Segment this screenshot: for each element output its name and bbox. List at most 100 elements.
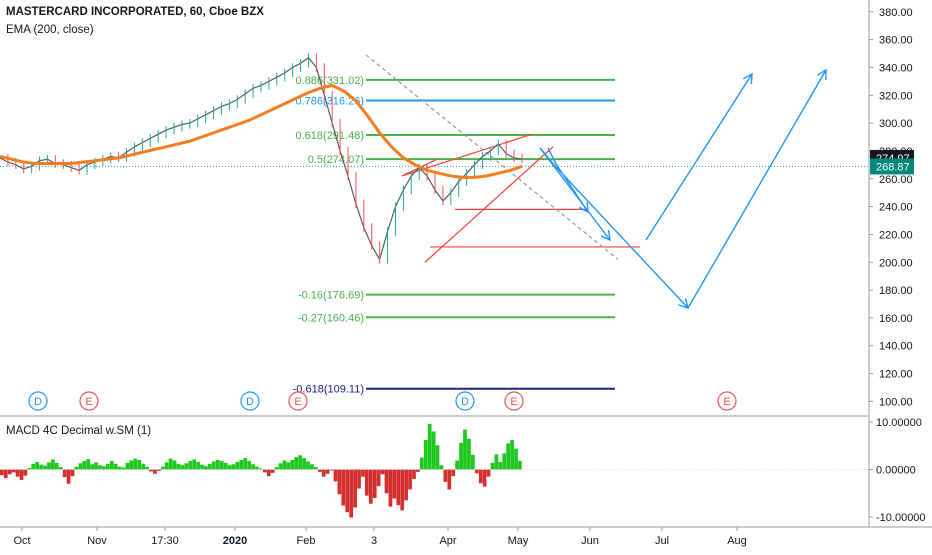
macd-bar <box>313 467 318 470</box>
macd-bar <box>478 469 483 484</box>
event-marker-label: D <box>246 396 254 408</box>
event-marker-label: D <box>461 396 469 408</box>
price-tick-label: 300.00 <box>879 118 913 130</box>
macd-bar <box>470 454 475 470</box>
forecast-arrows <box>539 68 827 310</box>
macd-bar <box>341 469 346 506</box>
time-tick-label: Oct <box>13 535 30 547</box>
event-marker-label: E <box>85 396 92 408</box>
macd-bar <box>168 458 173 470</box>
macd-bar <box>235 461 240 470</box>
fib-level-label: -0.27(160.46) <box>298 312 364 324</box>
dividend-marker <box>28 391 48 411</box>
macd-tick-label: -10.00000 <box>876 512 926 524</box>
macd-bar <box>412 469 416 479</box>
price-tick-label: 380.00 <box>879 7 913 19</box>
macd-bar <box>172 460 177 470</box>
price-tick-label: 340.00 <box>879 62 913 74</box>
macd-bar <box>416 469 420 472</box>
time-tick-label: May <box>508 535 529 547</box>
time-tick-label: Feb <box>297 535 316 547</box>
macd-bar <box>286 462 291 470</box>
macd-bar <box>215 460 220 470</box>
macd-bar <box>317 469 322 472</box>
macd-bar <box>325 469 330 474</box>
macd-bar <box>396 469 401 506</box>
macd-bar <box>27 468 32 470</box>
macd-bar <box>3 469 8 479</box>
macd-bar <box>43 465 47 470</box>
macd-bar <box>372 469 377 498</box>
earnings-marker <box>504 391 524 411</box>
time-tick-label: Nov <box>87 535 107 547</box>
macd-bar <box>117 466 122 470</box>
price-tick-label: 120.00 <box>879 369 913 381</box>
macd-bar <box>23 469 28 476</box>
macd-bar <box>278 463 283 470</box>
price-badge-label: 268.87 <box>876 161 910 173</box>
forecast-arrow <box>687 69 827 309</box>
macd-bar <box>153 469 157 474</box>
macd-bar <box>39 464 43 470</box>
macd-bar <box>431 431 436 470</box>
trend-line <box>424 146 554 263</box>
forecast-arrow-head <box>742 72 753 85</box>
macd-bar <box>66 469 71 484</box>
macd-bar <box>133 458 138 470</box>
macd-bar <box>243 458 248 470</box>
macd-bar <box>11 469 16 473</box>
macd-bar <box>82 460 87 470</box>
event-marker-label: E <box>723 396 730 408</box>
macd-bar <box>259 468 263 470</box>
macd-bar <box>518 460 522 470</box>
macd-bar <box>86 459 91 470</box>
macd-bar <box>78 463 83 470</box>
price-tick-label: 180.00 <box>879 285 913 297</box>
forecast-arrow <box>645 73 753 241</box>
price-series <box>0 53 523 264</box>
macd-bar <box>310 464 314 470</box>
macd-bar <box>463 429 467 470</box>
macd-bar <box>98 465 102 470</box>
macd-bar <box>408 469 412 490</box>
macd-bar <box>15 469 20 477</box>
macd-bar <box>510 440 514 470</box>
macd-bar <box>435 445 440 470</box>
forecast-arrow-head <box>600 230 611 242</box>
macd-bar <box>298 455 303 470</box>
macd-bar <box>345 469 350 513</box>
macd-bar <box>357 469 361 489</box>
axes: 380.00360.00340.00320.00300.00280.00260.… <box>13 7 925 547</box>
macd-tick-label: 0.00000 <box>876 465 916 477</box>
macd-bar <box>494 454 499 470</box>
fib-level-label: -0.16(176.69) <box>298 290 364 302</box>
macd-bar <box>94 462 98 470</box>
macd-bar <box>498 461 503 470</box>
macd-bar <box>419 457 424 470</box>
macd-bar <box>262 469 267 473</box>
time-tick-label: 2020 <box>223 535 247 547</box>
macd-bar <box>282 460 287 470</box>
macd-bar <box>51 459 55 470</box>
earnings-marker <box>79 391 99 411</box>
trend-lines <box>365 54 640 263</box>
macd-bar <box>141 463 146 470</box>
macd-bar <box>376 469 381 487</box>
price-tick-label: 160.00 <box>879 313 913 325</box>
macd-bar <box>176 463 181 470</box>
price-tick-label: 360.00 <box>879 35 913 47</box>
macd-bar <box>204 466 208 470</box>
fib-level-label: -0.618(109.11) <box>293 384 364 396</box>
macd-bar <box>400 469 405 511</box>
macd-bar <box>90 464 94 470</box>
macd-bar <box>145 466 149 470</box>
macd-bar <box>70 469 75 477</box>
time-tick-label: Aug <box>727 535 747 547</box>
macd-bar <box>404 469 408 501</box>
macd-histogram <box>0 423 868 518</box>
macd-bar <box>129 460 134 470</box>
macd-bar <box>156 469 161 471</box>
macd-bar <box>321 469 326 477</box>
time-tick-label: Jun <box>581 535 599 547</box>
